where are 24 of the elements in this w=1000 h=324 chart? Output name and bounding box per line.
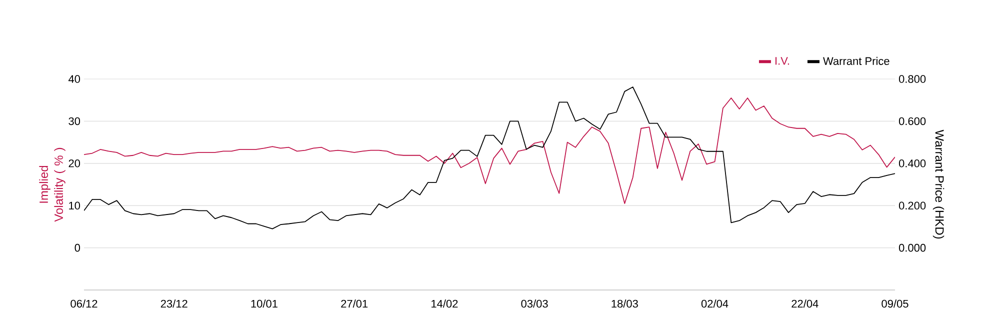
y-axis-title: Implied Volatility ( % ) [39,148,66,222]
legend-label: I.V. [776,57,789,65]
x-tick-label: 22/04 [792,300,818,308]
x-tick-label: 14/02 [432,300,458,308]
y-tick-label: 30 [68,117,80,126]
x-tick-label: 23/12 [160,300,188,308]
y2-tick-label: 0.800 [898,75,926,83]
y-tick-label: 10 [69,202,80,210]
legend-label: Warrant Price [823,56,890,65]
x-tick-label: 06/12 [70,300,98,308]
x-tick-label: 09/05 [882,300,908,308]
x-tick-label: 27/01 [341,300,368,308]
y2-axis-title: Warrant Price (HKD) [932,130,944,239]
y2-tick-label: 0.400 [898,160,926,168]
y-tick-label: 20 [68,160,80,168]
x-tick-label: 03/03 [521,300,548,308]
x-tick-label: 02/04 [701,300,728,308]
y2-tick-label: 0.200 [898,202,926,210]
y2-tick-label: 0.000 [898,244,926,252]
x-tick-label: 18/03 [612,300,638,308]
y-tick-label: 40 [68,75,80,83]
y2-tick-label: 0.600 [898,117,926,126]
x-tick-label: 10/01 [251,300,278,308]
y-tick-label: 0 [74,244,80,252]
